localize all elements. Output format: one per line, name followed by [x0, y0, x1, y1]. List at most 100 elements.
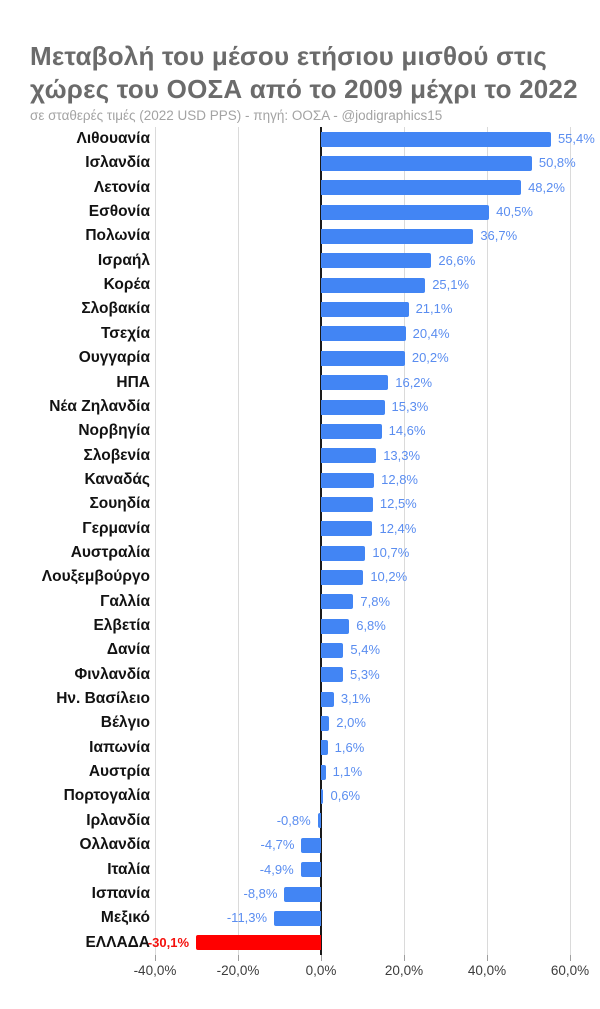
value-label: 14,6%: [388, 423, 426, 439]
value-label: 10,7%: [372, 544, 410, 560]
category-label: Ιρλανδία: [86, 811, 150, 829]
bar: [317, 813, 321, 829]
x-axis-label: 0,0%: [305, 963, 337, 978]
category-label: Σλοβακία: [81, 300, 150, 318]
bar: [321, 253, 432, 269]
bar: [321, 156, 532, 172]
category-label: Λιθουανία: [76, 130, 151, 147]
category-label: Γαλλία: [100, 592, 150, 610]
bar: [321, 789, 324, 805]
bar: [321, 229, 474, 245]
value-label: 7,8%: [360, 593, 391, 609]
value-label: -4,9%: [259, 861, 294, 877]
bar: [321, 545, 366, 561]
bar: [321, 448, 377, 464]
value-label: 1,6%: [334, 739, 365, 755]
bar: [321, 375, 389, 391]
value-label: 50,8%: [538, 155, 576, 171]
value-label: 5,4%: [350, 642, 381, 658]
category-label: Σουηδία: [89, 495, 151, 513]
category-label: Μεξικό: [100, 909, 150, 927]
axis-tick: [487, 954, 489, 961]
value-label: 25,1%: [432, 277, 470, 293]
bar: [321, 643, 344, 659]
bar-highlight: [196, 935, 321, 951]
value-label: 10,2%: [370, 569, 408, 585]
x-axis-label: -40,0%: [133, 963, 177, 978]
category-label: Φινλανδία: [74, 665, 150, 683]
value-label: -0,8%: [276, 812, 311, 828]
category-label: Αυστραλία: [70, 543, 150, 561]
chart-title: Μεταβολή του μέσου ετήσιου μισθού στις χ…: [30, 41, 578, 104]
category-label: ΗΠΑ: [116, 373, 150, 391]
axis-tick: [321, 954, 322, 961]
value-label: 26,6%: [438, 252, 476, 268]
category-label: Βέλγιο: [100, 714, 150, 732]
category-label: Ολλανδία: [79, 836, 151, 854]
category-label: Ην. Βασίλειο: [56, 690, 150, 708]
category-label: Ιταλία: [107, 860, 150, 878]
value-label: -30,1%: [147, 934, 190, 950]
value-label: 55,4%: [557, 131, 595, 146]
value-label: 12,8%: [381, 471, 418, 487]
x-axis-label: -20,0%: [216, 963, 260, 978]
gridline: [404, 127, 406, 955]
category-label: Δανία: [106, 641, 150, 659]
value-label: 20,4%: [412, 325, 450, 341]
x-axis-label: 60,0%: [550, 963, 590, 978]
value-label: 48,2%: [528, 179, 565, 195]
bar: [321, 691, 334, 707]
bar: [321, 764, 326, 780]
value-label: 16,2%: [395, 374, 433, 390]
value-label: -8,8%: [243, 885, 278, 901]
value-label: 15,3%: [391, 398, 429, 414]
bar: [321, 618, 350, 634]
value-label: 0,6%: [330, 788, 361, 804]
category-label: Καναδάς: [84, 470, 150, 488]
category-label: Τσεχία: [100, 324, 150, 342]
value-label: 21,1%: [415, 301, 453, 317]
value-label: 36,7%: [480, 228, 518, 244]
category-label: Κορέα: [103, 276, 150, 294]
bar: [284, 886, 321, 902]
bar: [321, 569, 364, 585]
bar: [321, 204, 490, 220]
category-label: Πορτογαλία: [63, 787, 150, 805]
gridline: [570, 127, 572, 955]
axis-tick: [237, 954, 239, 961]
value-label: 12,5%: [379, 496, 417, 512]
value-label: 5,3%: [350, 666, 380, 682]
bar: [321, 496, 373, 512]
category-label: Εσθονία: [88, 203, 150, 221]
bar: [321, 521, 373, 537]
gridline: [487, 127, 489, 955]
chart-subtitle: σε σταθερές τιμές (2022 USD PPS) - πηγή:…: [30, 108, 443, 123]
bar: [321, 399, 385, 415]
category-label: Νορβηγία: [78, 422, 150, 440]
axis-tick: [404, 954, 406, 961]
gridline: [237, 127, 239, 955]
bar: [321, 423, 382, 439]
axis-tick: [154, 954, 156, 961]
category-label: Ιαπωνία: [89, 738, 150, 756]
bar: [321, 302, 409, 318]
zero-axis-line: [320, 127, 322, 955]
category-label: Γερμανία: [82, 519, 150, 537]
bar: [321, 180, 522, 196]
bar: [321, 350, 405, 366]
x-axis-label: 20,0%: [384, 963, 424, 978]
value-label: 2,0%: [336, 715, 366, 731]
value-label: 13,3%: [383, 447, 421, 463]
category-label: Ουγγαρία: [78, 349, 150, 367]
category-label: Ισραήλ: [97, 251, 150, 269]
gridline: [154, 127, 156, 955]
bar: [274, 910, 321, 926]
bar: [321, 716, 330, 732]
category-label: Σλοβενία: [83, 446, 150, 464]
category-label: ΕΛΛΑΔΑ: [85, 933, 150, 951]
bar: [321, 472, 375, 488]
value-label: -11,3%: [226, 910, 268, 926]
bar: [321, 740, 328, 756]
